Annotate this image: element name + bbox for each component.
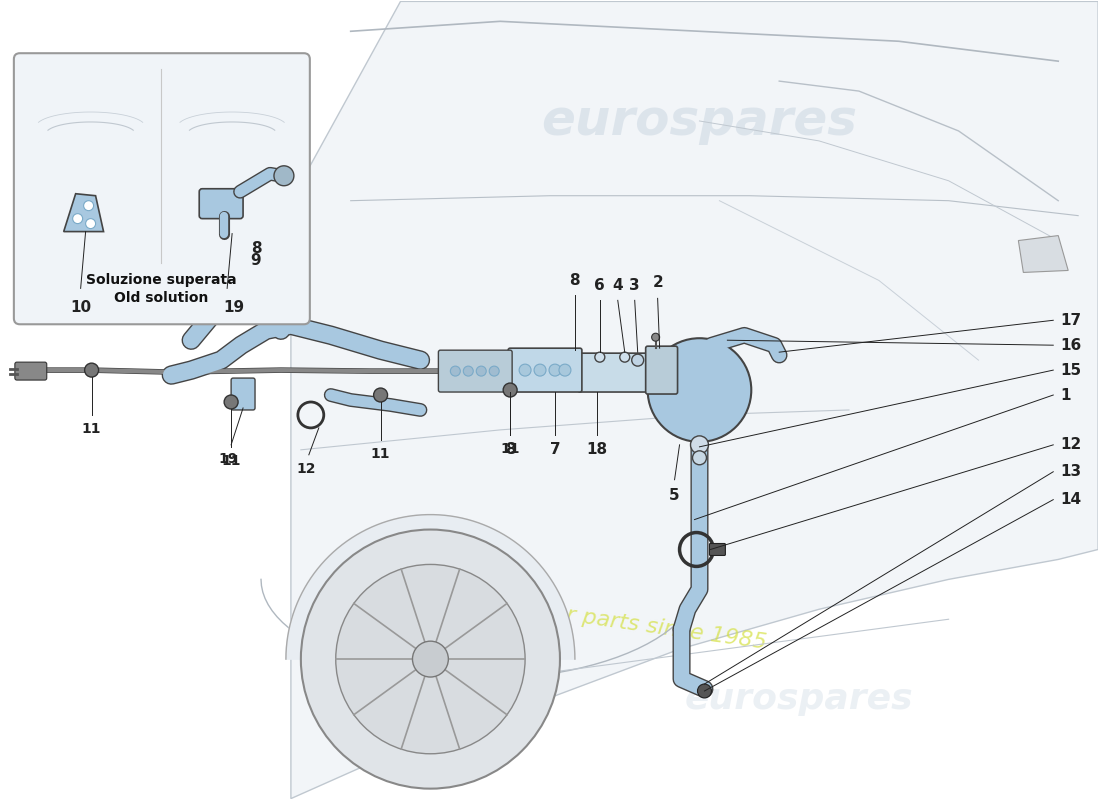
Circle shape bbox=[374, 388, 387, 402]
Circle shape bbox=[535, 364, 546, 376]
FancyBboxPatch shape bbox=[199, 189, 243, 218]
FancyBboxPatch shape bbox=[646, 346, 678, 394]
Text: 19: 19 bbox=[219, 452, 238, 466]
Circle shape bbox=[619, 352, 629, 362]
Text: 9: 9 bbox=[251, 254, 262, 269]
Circle shape bbox=[463, 366, 473, 376]
Circle shape bbox=[651, 334, 660, 342]
Circle shape bbox=[693, 451, 706, 465]
Circle shape bbox=[274, 166, 294, 186]
Circle shape bbox=[86, 218, 96, 229]
Circle shape bbox=[85, 363, 99, 377]
Circle shape bbox=[559, 364, 571, 376]
Text: 8: 8 bbox=[570, 274, 580, 288]
Polygon shape bbox=[64, 194, 103, 231]
Text: 13: 13 bbox=[1060, 464, 1081, 479]
Text: 15: 15 bbox=[1060, 362, 1081, 378]
Polygon shape bbox=[1019, 235, 1068, 273]
Text: 14: 14 bbox=[1060, 492, 1081, 507]
Circle shape bbox=[549, 364, 561, 376]
Circle shape bbox=[84, 201, 94, 210]
Text: 18: 18 bbox=[586, 442, 607, 457]
Text: 10: 10 bbox=[70, 300, 91, 315]
Circle shape bbox=[648, 338, 751, 442]
FancyBboxPatch shape bbox=[578, 353, 657, 392]
Text: 6: 6 bbox=[594, 278, 605, 294]
FancyBboxPatch shape bbox=[231, 378, 255, 410]
Text: 11: 11 bbox=[81, 422, 101, 436]
Circle shape bbox=[301, 530, 560, 789]
Text: Old solution: Old solution bbox=[114, 291, 209, 306]
Text: a passion for parts since 1985: a passion for parts since 1985 bbox=[432, 586, 768, 653]
FancyBboxPatch shape bbox=[14, 54, 310, 324]
Text: 12: 12 bbox=[296, 462, 316, 476]
Text: 19: 19 bbox=[223, 300, 244, 315]
Text: 7: 7 bbox=[550, 442, 560, 457]
Polygon shape bbox=[290, 2, 1098, 798]
Text: 11: 11 bbox=[371, 447, 390, 461]
Text: 16: 16 bbox=[1060, 338, 1081, 353]
Text: eurospares: eurospares bbox=[541, 97, 858, 145]
Circle shape bbox=[595, 352, 605, 362]
Text: 5: 5 bbox=[669, 488, 680, 502]
Circle shape bbox=[450, 366, 460, 376]
Text: 3: 3 bbox=[629, 278, 640, 294]
FancyBboxPatch shape bbox=[508, 348, 582, 392]
Text: 11: 11 bbox=[221, 454, 241, 468]
Text: Soluzione superata: Soluzione superata bbox=[86, 274, 236, 287]
Text: 1: 1 bbox=[1060, 387, 1070, 402]
Circle shape bbox=[490, 366, 499, 376]
Text: 8: 8 bbox=[505, 442, 516, 457]
Text: 11: 11 bbox=[500, 442, 520, 456]
Circle shape bbox=[73, 214, 82, 224]
Circle shape bbox=[503, 383, 517, 397]
Circle shape bbox=[476, 366, 486, 376]
Text: 17: 17 bbox=[1060, 313, 1081, 328]
Text: 8: 8 bbox=[251, 241, 262, 255]
Polygon shape bbox=[286, 514, 575, 659]
Circle shape bbox=[519, 364, 531, 376]
Text: 2: 2 bbox=[652, 275, 663, 290]
Text: eurospares: eurospares bbox=[685, 682, 913, 716]
Circle shape bbox=[224, 395, 238, 409]
Circle shape bbox=[631, 354, 644, 366]
Text: 12: 12 bbox=[1060, 438, 1081, 452]
FancyBboxPatch shape bbox=[15, 362, 47, 380]
Text: 4: 4 bbox=[613, 278, 623, 294]
FancyBboxPatch shape bbox=[710, 543, 725, 555]
Circle shape bbox=[412, 641, 449, 677]
Circle shape bbox=[697, 684, 712, 698]
Circle shape bbox=[336, 565, 525, 754]
FancyBboxPatch shape bbox=[439, 350, 513, 392]
Circle shape bbox=[691, 436, 708, 454]
